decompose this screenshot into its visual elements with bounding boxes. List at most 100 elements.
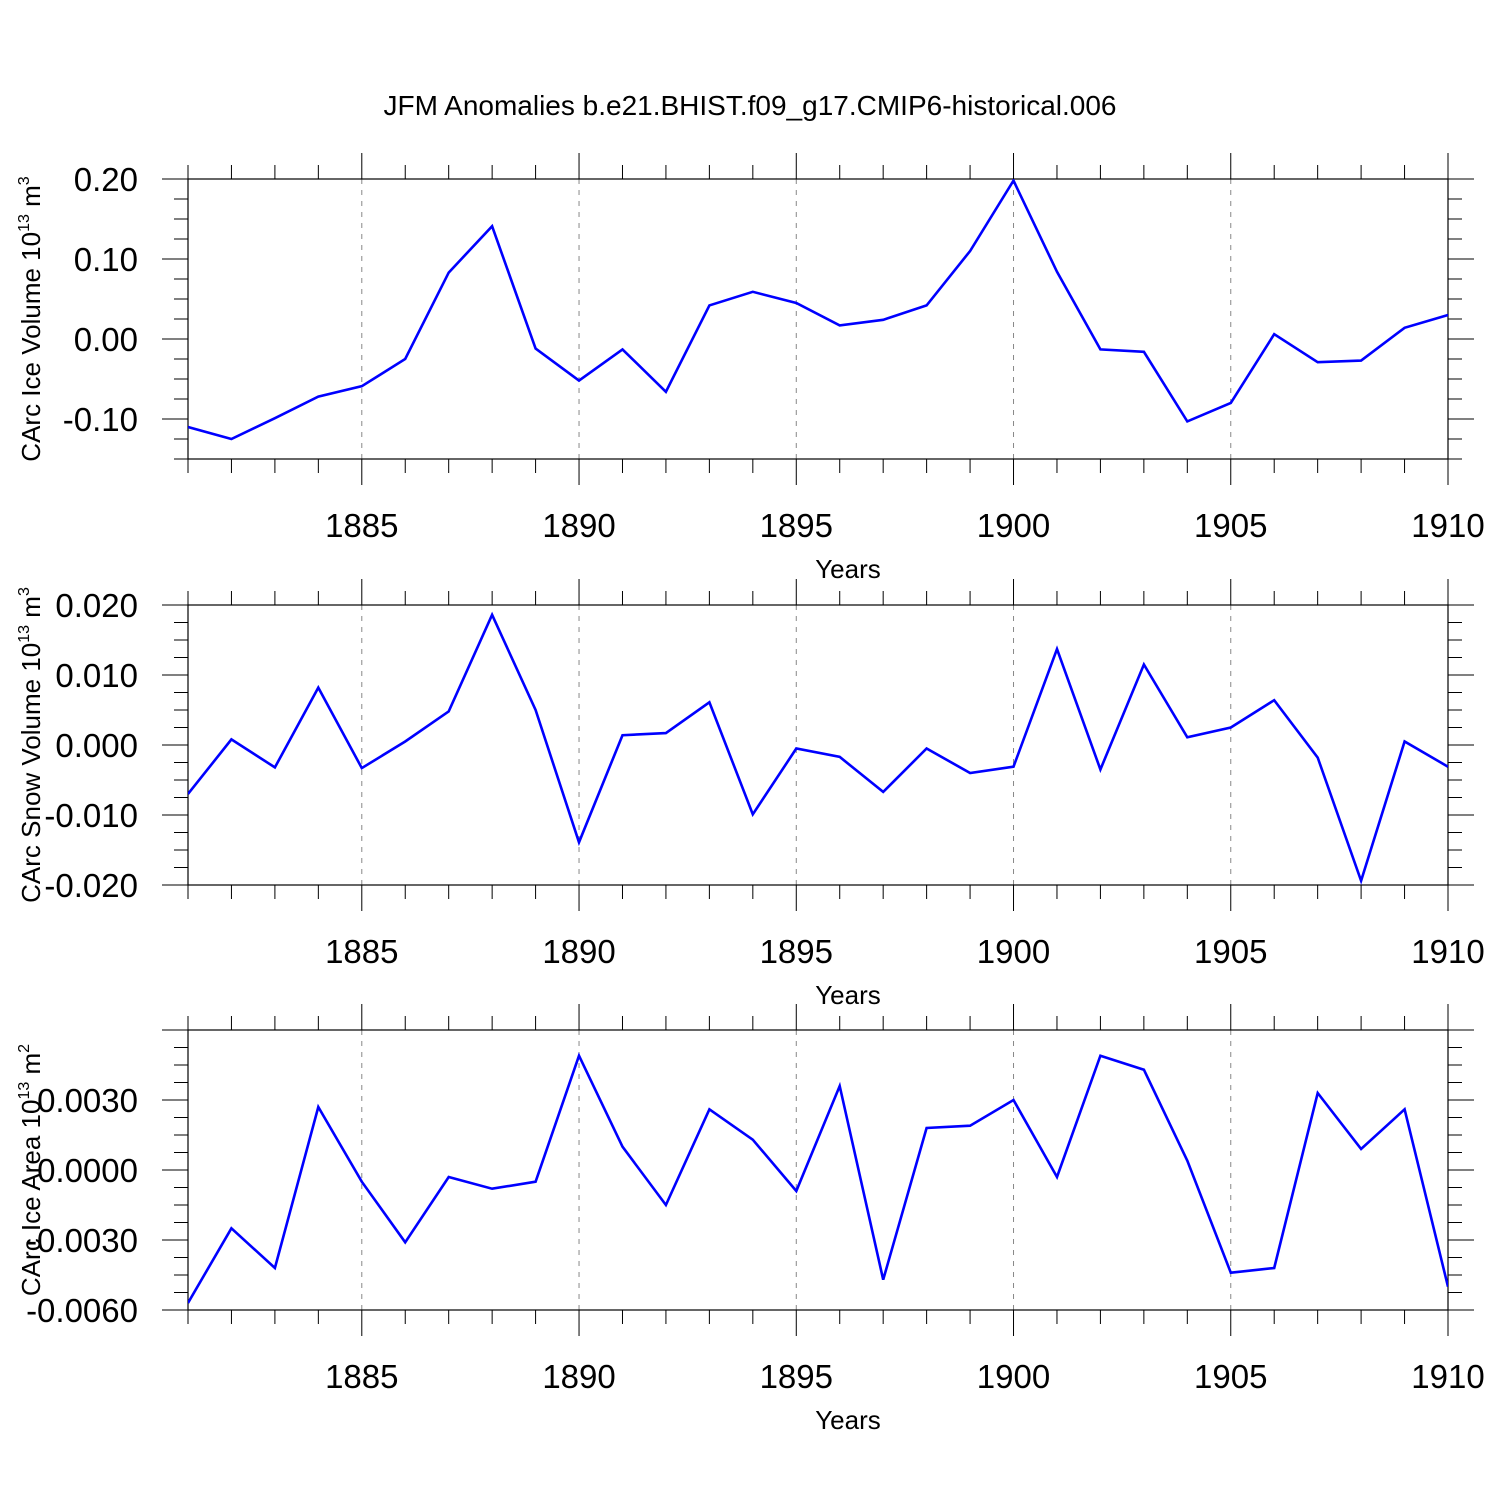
y-tick-label: -0.0030 [26,1222,138,1259]
data-point [360,384,364,388]
data-point [1012,1098,1016,1102]
data-point [447,709,451,713]
data-point [1229,401,1233,405]
y-tick-label: -0.010 [44,797,138,834]
data-point [1272,332,1276,336]
x-tick-label: 1895 [760,507,833,544]
data-point [403,740,407,744]
data-point [273,765,277,769]
data-point [577,840,581,844]
data-point [794,747,798,751]
x-tick-label: 1885 [325,1358,398,1395]
data-point [1229,726,1233,730]
data-point [1055,270,1059,274]
data-point [707,1107,711,1111]
data-point [1272,1266,1276,1270]
data-point [620,733,624,737]
y-axis-label-superscript: 3 [16,176,33,185]
data-point [925,1126,929,1130]
data-point [490,1187,494,1191]
y-axis-label-superscript: 13 [16,1082,33,1100]
x-tick-label: 1905 [1194,1358,1267,1395]
data-point [925,303,929,307]
x-tick-label: 1905 [1194,507,1267,544]
x-tick-label: 1895 [760,1358,833,1395]
y-tick-label: 0.00 [74,321,138,358]
data-point [1098,1054,1102,1058]
data-point [490,224,494,228]
x-axis-label: Years [815,980,881,1010]
data-point [1359,359,1363,363]
y-axis-label-part: CArc Snow Volume 10 [16,643,46,903]
data-point [1185,419,1189,423]
data-point [577,379,581,383]
data-point [360,766,364,770]
data-point [534,708,538,712]
data-point [490,613,494,617]
x-tick-label: 1895 [760,933,833,970]
series-line [188,179,1448,441]
data-point [403,1240,407,1244]
data-point [794,301,798,305]
y-axis-label-superscript: 3 [16,587,33,596]
x-axis-label: Years [815,554,881,584]
x-tick-label: 1900 [977,1358,1050,1395]
data-point [968,1124,972,1128]
data-point [1272,698,1276,702]
data-point [360,1180,364,1184]
x-tick-label: 1910 [1411,1358,1484,1395]
data-point [1142,1068,1146,1072]
data-point [707,303,711,307]
series-line [188,1052,1448,1304]
chart-panel-2: 1885 1890 1895 1900 1905 1910 Years 0.020 0.010 0… [16,579,1485,1010]
data-point [881,790,885,794]
data-point [1359,879,1363,883]
y-axis-label-superscript: 13 [16,214,33,232]
y-axis-label-part: CArc Ice Volume 10 [16,232,46,462]
data-point [925,747,929,751]
y-tick-label: -0.0060 [26,1292,138,1329]
data-point [316,1105,320,1109]
data-point [1142,663,1146,667]
data-point [273,416,277,420]
y-tick-label: 0.0000 [37,1152,138,1189]
y-axis-label-part: CArc Ice Area 10 [16,1100,46,1297]
data-point [968,249,972,253]
x-tick-label: 1900 [977,507,1050,544]
data-point [968,771,972,775]
panels: 1885 1890 1895 1900 1905 1910 Years 0.20 0.10 0.0… [16,153,1485,1435]
y-axis-label-part: m [16,185,46,214]
x-axis-label: Years [815,1405,881,1435]
data-point [881,318,885,322]
data-point [838,323,842,327]
data-point [316,395,320,399]
y-tick-label: 0.0030 [37,1082,138,1119]
y-tick-label: -0.10 [63,401,138,438]
data-point [316,686,320,690]
y-tick-label: 0.010 [55,657,138,694]
data-point [838,755,842,759]
x-tick-label: 1910 [1411,933,1484,970]
y-axis-label-superscript: 13 [16,625,33,643]
y-axis-label-part: m [16,596,46,625]
y-tick-label: 0.020 [55,587,138,624]
data-point [751,1138,755,1142]
y-tick-label: 0.10 [74,241,138,278]
data-point [881,1278,885,1282]
data-point [229,1226,233,1230]
data-point [751,290,755,294]
x-tick-label: 1890 [542,507,615,544]
data-point [577,1054,581,1058]
x-tick-label: 1905 [1194,933,1267,970]
data-point [1185,735,1189,739]
x-tick-label: 1890 [542,1358,615,1395]
x-tick-label: 1890 [542,933,615,970]
y-axis-label: CArc Ice Volume 1013 m3 [16,176,46,461]
y-tick-label: 0.20 [74,161,138,198]
data-point [794,1189,798,1193]
data-point [273,1266,277,1270]
y-axis-label: CArc Ice Area 1013 m2 [16,1044,46,1296]
data-point [838,1084,842,1088]
data-point [1403,1107,1407,1111]
